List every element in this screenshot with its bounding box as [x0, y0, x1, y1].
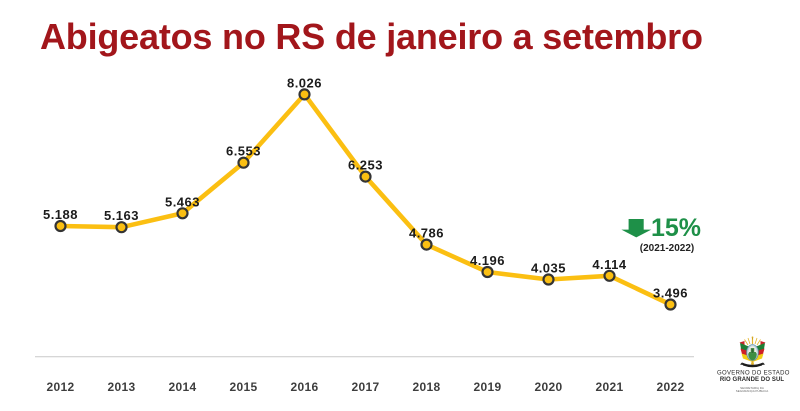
- svg-text:2016: 2016: [291, 380, 319, 394]
- svg-text:5.188: 5.188: [43, 207, 78, 222]
- svg-text:2021: 2021: [596, 380, 624, 394]
- svg-text:2012: 2012: [47, 380, 75, 394]
- svg-text:5.163: 5.163: [104, 208, 139, 223]
- svg-text:3.496: 3.496: [653, 286, 688, 301]
- svg-text:4.786: 4.786: [409, 226, 444, 241]
- svg-text:4.114: 4.114: [592, 257, 627, 272]
- svg-text:2013: 2013: [108, 380, 136, 394]
- svg-text:2018: 2018: [413, 380, 441, 394]
- svg-text:2022: 2022: [657, 380, 685, 394]
- svg-text:6.553: 6.553: [226, 144, 261, 159]
- svg-text:8.026: 8.026: [287, 75, 322, 90]
- svg-text:2017: 2017: [352, 380, 380, 394]
- svg-text:5.463: 5.463: [165, 194, 200, 209]
- svg-text:2014: 2014: [169, 380, 197, 394]
- svg-text:4.035: 4.035: [531, 261, 566, 276]
- svg-text:2019: 2019: [474, 380, 502, 394]
- svg-text:2015: 2015: [230, 380, 258, 394]
- svg-text:4.196: 4.196: [470, 253, 505, 268]
- svg-text:6.253: 6.253: [348, 158, 383, 173]
- svg-text:2020: 2020: [535, 380, 563, 394]
